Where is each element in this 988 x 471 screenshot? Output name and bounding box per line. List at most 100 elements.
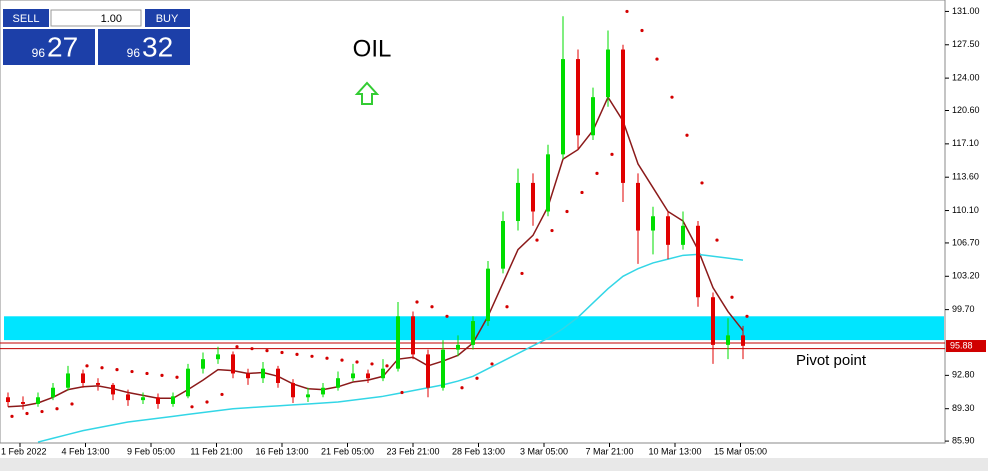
sar-dot [610,152,614,156]
candle-body [291,382,295,398]
candle-body [231,354,235,374]
candle-body [711,297,715,345]
sar-dot [415,300,419,304]
sar-dot [490,362,494,366]
candle-body [486,268,490,322]
trade-panel: SELL 1.00 BUY 96 27 96 32 [3,9,190,65]
x-tick-label: 23 Feb 21:00 [386,446,439,456]
sar-dot [55,407,59,411]
candle-body [396,316,400,369]
sar-dot [25,411,29,416]
sar-dot [550,228,554,233]
y-tick-label: 110.10 [952,205,979,215]
candle-body [276,368,280,383]
sar-dot [115,368,119,372]
sar-dot [295,352,299,356]
candle-body [591,97,595,136]
pivot-label: Pivot point [796,352,867,369]
sar-dot [205,400,209,404]
sar-dot [745,314,749,318]
sar-dot [505,305,509,309]
candle-body [261,368,265,379]
buy-price-box[interactable] [98,29,190,65]
candle-body [156,397,160,404]
sar-dot [700,181,704,185]
x-tick-label: 15 Mar 05:00 [714,446,767,456]
sar-dot [730,295,734,299]
candle-body [306,394,310,398]
moving-average [7,95,744,408]
candle-body [561,59,565,155]
sar-dot [265,348,269,353]
moving-average [37,253,744,443]
sar-dot [655,57,659,61]
candle-body [216,354,220,360]
x-tick-label: 11 Feb 21:00 [190,446,242,456]
sar-dot [535,238,539,242]
candle-body [741,335,745,346]
candle-body [651,216,655,231]
up-arrow [354,81,380,105]
buy-text: BUY [156,13,179,25]
sar-dot [715,238,719,242]
sar-dot [340,358,344,362]
candle-body [171,396,175,404]
sar-dot [625,9,629,14]
sell-price-box[interactable] [3,29,95,65]
candle-body [666,216,670,245]
lot-input[interactable] [50,9,142,27]
sar-dot [250,347,254,351]
candle-body [51,387,55,398]
sar-dot [40,409,44,414]
x-tick-label: 16 Feb 13:00 [255,446,308,456]
sar-dot [325,356,329,360]
sell-button[interactable] [3,9,49,27]
sar-dot [430,305,434,309]
candle-body [681,225,685,245]
candle-body [351,373,355,379]
last-price-label: 95.88 [950,340,973,350]
candle-body [36,397,40,404]
lot-text: 1.00 [101,13,122,25]
sar-dot [520,271,524,276]
candle-body [321,387,325,395]
buy-button[interactable] [145,9,190,27]
sar-dot [580,190,584,195]
sar-dot [100,366,104,370]
candle-body [501,221,505,269]
sar-dot [400,390,404,395]
sar-dot [460,386,464,390]
candle-body [126,394,130,401]
sar-dot [355,360,359,364]
candle-body [516,182,520,222]
sar-dot [565,209,569,214]
candle-body [66,373,70,388]
x-tick-label: 9 Feb 05:00 [127,446,175,456]
y-tick-label: 103.20 [952,271,980,281]
sar-dot [220,392,224,397]
candle-body [576,59,580,136]
sar-dot [70,402,74,406]
sar-dot [145,371,149,376]
candle-body [366,373,370,379]
annotation: OIL [353,35,392,62]
buy-price-small: 32 [142,31,173,62]
candle-body [6,397,10,403]
candle-body [336,378,340,388]
sar-dot [10,414,14,418]
sar-dot [670,95,674,99]
sar-dot [385,364,389,368]
sar-dot [685,133,689,137]
candle-body [531,182,535,212]
candle-body [111,384,115,395]
candle-body [546,154,550,212]
sar-dot [445,314,449,318]
y-tick-label: 124.00 [952,72,980,82]
x-tick-label: 10 Mar 13:00 [648,446,701,456]
candle-body [471,321,475,345]
sell-price-big: 96 [32,46,46,60]
x-tick-label: 1 Feb 2022 [1,446,47,456]
sar-dot [175,375,179,379]
candle-body [636,182,640,231]
